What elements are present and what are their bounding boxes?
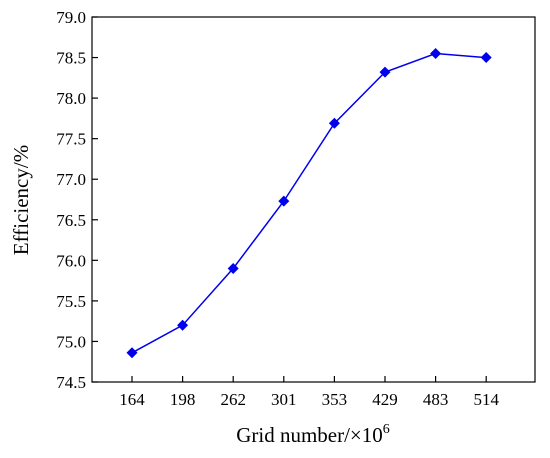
- data-point-marker: [177, 319, 189, 331]
- y-tick-label: 77.0: [56, 170, 86, 189]
- x-axis-title: Grid number/×106: [236, 422, 390, 447]
- x-tick-label: 262: [220, 390, 246, 409]
- x-tick-label: 353: [322, 390, 348, 409]
- x-axis-ticks: 164 198 262 301 353 429 483 514: [119, 376, 499, 409]
- x-tick-label: 301: [271, 390, 297, 409]
- x-axis-title-superscript: 6: [383, 422, 390, 437]
- y-tick-label: 75.5: [56, 292, 86, 311]
- y-tick-label: 79.0: [56, 8, 86, 27]
- y-tick-label: 78.0: [56, 89, 86, 108]
- y-tick-label: 76.5: [56, 211, 86, 230]
- x-tick-label: 483: [423, 390, 449, 409]
- data-point-marker: [430, 48, 442, 59]
- x-tick-label: 164: [119, 390, 145, 409]
- x-tick-label: 514: [473, 390, 499, 409]
- x-tick-label: 198: [170, 390, 196, 409]
- y-tick-label: 78.5: [56, 49, 86, 68]
- plot-frame: [91, 16, 536, 383]
- data-point-marker: [379, 66, 391, 78]
- data-point-marker: [126, 347, 138, 359]
- data-point-marker: [227, 262, 239, 274]
- y-tick-label: 74.5: [56, 373, 86, 392]
- series-line: [131, 52, 487, 354]
- y-tick-label: 77.5: [56, 130, 86, 149]
- x-tick-label: 429: [372, 390, 398, 409]
- data-point-marker: [278, 195, 290, 207]
- data-point-marker: [328, 117, 340, 129]
- y-axis-title: Efficiency/%: [9, 145, 33, 255]
- y-tick-label: 76.0: [56, 251, 86, 270]
- y-tick-label: 75.0: [56, 332, 86, 351]
- y-axis-ticks: 74.5 75.0 75.5 76.0 76.5 77.0 77.5 78.0 78.5 79.0: [56, 8, 98, 392]
- data-point-marker: [480, 52, 492, 64]
- series-markers: [126, 48, 492, 359]
